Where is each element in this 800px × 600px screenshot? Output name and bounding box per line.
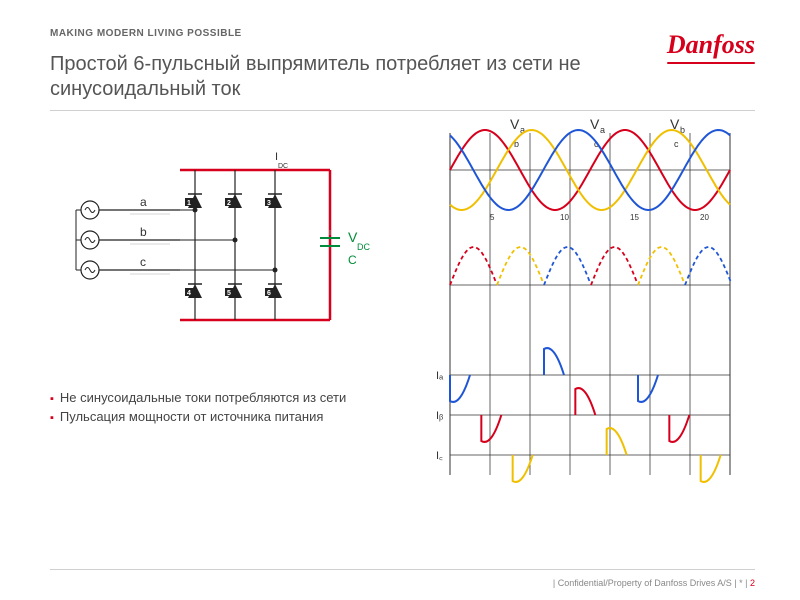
svg-text:I: I <box>275 151 278 163</box>
svg-text:C: C <box>348 253 357 267</box>
svg-text:DC: DC <box>357 242 370 252</box>
bullet-item: Не синусоидальные токи потребляются из с… <box>50 390 346 405</box>
slide-title: Простой 6-пульсный выпрямитель потребляе… <box>50 52 600 102</box>
tagline: MAKING MODERN LIVING POSSIBLE <box>50 28 242 39</box>
svg-text:4: 4 <box>187 290 191 297</box>
svg-text:Iₐ: Iₐ <box>436 370 444 382</box>
svg-text:6: 6 <box>267 290 271 297</box>
footer: | Confidential/Property of Danfoss Drive… <box>553 578 755 588</box>
svg-text:c: c <box>674 139 679 149</box>
svg-text:15: 15 <box>630 213 639 222</box>
bullet-item: Пульсация мощности от источника питания <box>50 409 346 424</box>
rectifier-circuit: abcIDC142536VDCC <box>70 150 390 350</box>
slide-root: MAKING MODERN LIVING POSSIBLE Danfoss Пр… <box>0 0 800 600</box>
svg-text:c: c <box>140 255 146 269</box>
circuit-svg: abcIDC142536VDCC <box>70 150 390 350</box>
footer-text: Confidential/Property of Danfoss Drives … <box>558 578 732 588</box>
svg-text:Iᵦ: Iᵦ <box>436 410 444 422</box>
svg-text:2: 2 <box>227 200 231 207</box>
svg-text:3: 3 <box>267 200 271 207</box>
svg-text:b: b <box>140 225 147 239</box>
svg-text:10: 10 <box>560 213 569 222</box>
svg-text:V: V <box>510 116 520 132</box>
divider-bottom <box>50 569 755 570</box>
danfoss-logo: Danfoss <box>667 30 755 60</box>
svg-text:a: a <box>140 195 147 209</box>
svg-text:a: a <box>600 125 605 135</box>
svg-text:5: 5 <box>490 213 495 222</box>
svg-text:20: 20 <box>700 213 709 222</box>
svg-text:5: 5 <box>227 290 231 297</box>
waveform-panel: VaVaVbbcc5101520IₐIᵦI꜀ <box>430 115 750 535</box>
bullet-list: Не синусоидальные токи потребляются из с… <box>50 390 346 428</box>
svg-text:1: 1 <box>187 200 191 207</box>
waves-svg: VaVaVbbcc5101520IₐIᵦI꜀ <box>430 115 750 535</box>
svg-text:I꜀: I꜀ <box>436 450 443 462</box>
divider-top <box>50 110 755 111</box>
svg-text:V: V <box>590 116 600 132</box>
svg-text:DC: DC <box>278 163 288 170</box>
page-number: 2 <box>750 578 755 588</box>
